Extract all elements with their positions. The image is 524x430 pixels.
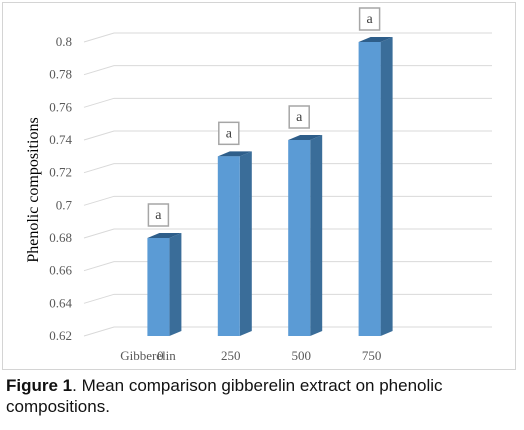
bar-top-face (217, 151, 252, 157)
significance-box (147, 203, 170, 227)
gridline (83, 195, 492, 206)
bar-side-face (239, 151, 252, 336)
y-axis-ticks: 0.62 0.64 0.66 0.68 0.7 0.72 0.74 0.76 0.78 0.8 (49, 34, 72, 343)
bar-side-face (169, 233, 182, 336)
bar-side-face (310, 135, 323, 336)
bar-chart: 0.62 0.64 0.66 0.68 0.7 0.72 0.74 0.76 0.78 0.8 a… (25, 7, 492, 363)
bar-front-face (288, 140, 311, 336)
gridline (83, 293, 492, 304)
significance-box (288, 105, 310, 129)
y-tick-label: 0.76 (49, 99, 72, 114)
significance-box (358, 7, 381, 31)
bar-top-face (288, 135, 323, 140)
figure-caption: Figure 1. Mean comparison gibberelin ext… (6, 375, 518, 417)
x-axis-ticks: 0 250 500 750 (157, 348, 381, 363)
gridline (83, 32, 492, 43)
y-axis-label: Phenolic compositions (25, 117, 42, 262)
gridlines (83, 32, 492, 337)
bar-side-face (380, 37, 393, 336)
bar-front-face (147, 238, 170, 336)
significance-letter: a (155, 208, 162, 223)
y-tick-label: 0.62 (49, 328, 72, 343)
x-tick-label: 250 (221, 348, 241, 363)
x-axis-name: Gibberelin (120, 348, 176, 363)
x-tick-label: 500 (291, 348, 311, 363)
gridline (83, 130, 492, 141)
gridline (83, 228, 492, 239)
y-tick-label: 0.72 (49, 165, 72, 180)
bar-top-face (147, 233, 182, 238)
y-tick-label: 0.7 (56, 197, 73, 212)
bar (288, 135, 323, 336)
y-tick-label: 0.64 (49, 295, 72, 310)
bar (147, 233, 182, 336)
caption-label: Figure 1 (6, 376, 73, 395)
significance-letter: a (226, 126, 233, 141)
y-tick-label: 0.8 (56, 34, 72, 49)
gridline (83, 326, 492, 337)
significance-letter: a (296, 110, 303, 125)
y-tick-label: 0.68 (49, 230, 72, 245)
bar-front-face (358, 42, 381, 336)
chart-frame (2, 2, 516, 370)
x-tick-label: 750 (362, 348, 382, 363)
bar-top-face (358, 37, 393, 42)
bar-front-face (217, 156, 240, 336)
significance-letter: a (366, 12, 373, 27)
y-tick-label: 0.78 (49, 67, 72, 82)
gridline (83, 65, 492, 76)
bar (217, 151, 252, 336)
y-tick-label: 0.66 (49, 263, 72, 278)
y-tick-label: 0.74 (49, 132, 72, 147)
gridline (83, 261, 492, 272)
bar (358, 37, 393, 336)
gridline (83, 97, 492, 108)
gridline (83, 163, 492, 174)
x-tick-label: 0 (157, 348, 164, 363)
bars: a a a a (147, 7, 393, 336)
caption-text: . Mean comparison gibberelin extract on … (6, 376, 443, 416)
significance-box (218, 121, 240, 146)
